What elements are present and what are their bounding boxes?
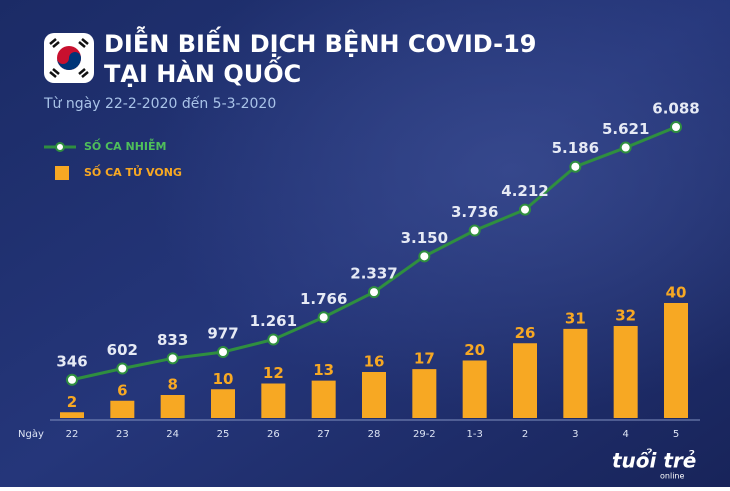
x-axis-label: Ngày [18, 428, 44, 440]
data-label: 2 [67, 393, 77, 411]
data-label: 1.261 [250, 312, 297, 330]
data-label: 10 [213, 370, 234, 388]
line-marker [619, 141, 632, 154]
x-tick-label: 25 [217, 429, 230, 440]
data-label: 8 [167, 376, 177, 394]
data-label: 20 [464, 341, 485, 359]
x-tick-label: 29-2 [413, 429, 436, 440]
data-label: 1.766 [300, 290, 347, 308]
legend-marker [55, 142, 65, 152]
line-marker [418, 250, 431, 263]
data-label: 31 [565, 309, 586, 327]
line-marker [166, 352, 179, 365]
x-tick-label: 28 [368, 429, 381, 440]
data-label: 3.150 [401, 229, 448, 247]
line-marker [569, 160, 582, 173]
bar [60, 412, 84, 418]
data-label: 833 [157, 331, 188, 349]
data-label: 40 [666, 284, 687, 302]
data-label: 602 [107, 341, 138, 359]
x-tick-label: 1-3 [466, 429, 482, 440]
line-marker [368, 286, 380, 299]
chart-title: DIỄN BIẾN DỊCH BỆNH COVID-19 [104, 25, 536, 58]
x-tick-label: 3 [572, 429, 578, 440]
data-label: 4.212 [501, 182, 548, 200]
legend-swatch [55, 166, 69, 180]
x-tick-label: 26 [267, 429, 280, 440]
bar [563, 328, 588, 418]
x-tick-label: 4 [622, 429, 628, 440]
data-label: 5.621 [602, 120, 649, 138]
data-label: 32 [615, 307, 636, 325]
x-tick-label: 27 [317, 429, 330, 440]
chart-title-line2: TẠI HÀN QUỐC [104, 55, 301, 88]
data-label: 17 [414, 350, 435, 368]
bar [211, 389, 235, 418]
bar [160, 395, 185, 418]
bar [664, 303, 688, 418]
bar [261, 383, 286, 418]
flag-icon [44, 33, 94, 83]
line-marker [670, 121, 682, 133]
data-label: 2.337 [350, 265, 397, 283]
x-tick-label: 24 [166, 429, 179, 440]
data-label: 13 [313, 361, 334, 379]
line-marker [116, 362, 129, 375]
data-label: 26 [515, 324, 536, 342]
brand-logo: tuổi trẻ [612, 449, 696, 473]
line-marker [468, 224, 481, 237]
data-label: 5.186 [552, 139, 599, 157]
bar [462, 360, 487, 418]
subtitle: Từ ngày 22-2-2020 đến 5-3-2020 [43, 95, 276, 112]
bar [412, 369, 437, 418]
bar [110, 400, 135, 418]
x-tick-label: 5 [673, 429, 679, 440]
legend-label: SỐ CA TỬ VONG [84, 164, 182, 179]
data-label: 6 [117, 381, 127, 399]
data-label: 977 [207, 324, 238, 342]
bar [311, 380, 336, 418]
line-marker [317, 311, 330, 324]
legend: SỐ CA NHIỄM SỐ CA TỬ VONG [44, 138, 182, 180]
line-marker [519, 203, 531, 216]
x-tick-label: 2 [522, 429, 528, 440]
line-marker [267, 333, 280, 346]
line-marker [66, 373, 78, 386]
data-label: 16 [364, 353, 385, 371]
data-label: 346 [56, 352, 87, 370]
data-label: 12 [263, 364, 284, 382]
brand-logo-sub: online [660, 472, 684, 481]
x-tick-label: 23 [116, 429, 129, 440]
bar [513, 343, 537, 418]
bar [613, 326, 638, 418]
data-label: 3.736 [451, 203, 498, 221]
data-label: 6.088 [652, 100, 699, 118]
legend-label: SỐ CA NHIỄM [84, 138, 166, 153]
line-marker [217, 345, 229, 358]
bar [362, 372, 386, 418]
x-tick-label: 22 [66, 429, 79, 440]
